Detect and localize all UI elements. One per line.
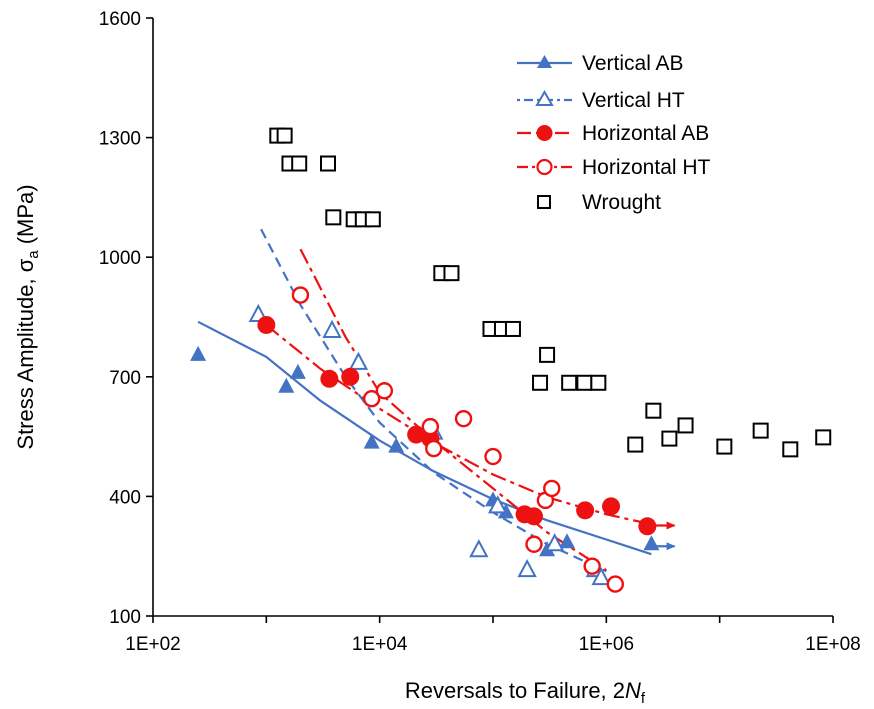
point-vertical-ht — [348, 351, 369, 370]
point-wrought — [539, 346, 556, 363]
point-horizontal-ab — [524, 507, 543, 526]
point-horizontal-ab — [407, 425, 426, 444]
point-horizontal-ht — [375, 382, 394, 400]
point-wrought — [532, 374, 549, 391]
point-vertical-ab — [643, 535, 660, 551]
point-horizontal-ht — [454, 409, 473, 428]
point-horizontal-ab — [341, 367, 360, 386]
y-tick-label: 100 — [109, 607, 141, 628]
point-vertical-ab — [190, 345, 207, 361]
point-wrought — [661, 430, 678, 447]
x-axis-title-italic: N — [625, 678, 641, 703]
legend-item-vertical-ab: Vertical AB — [517, 52, 684, 75]
point-horizontal-ht — [543, 479, 561, 498]
fit-line-horizontal-ht — [299, 248, 607, 572]
data-points — [190, 127, 832, 593]
point-horizontal-ht — [362, 390, 381, 408]
x-axis-title-main: Reversals to Failure, 2 — [405, 678, 625, 703]
point-wrought — [782, 441, 799, 458]
point-wrought — [590, 374, 607, 391]
point-vertical-ht — [591, 567, 611, 586]
x-tick-label: 1E+08 — [805, 634, 860, 655]
point-vertical-ab — [278, 377, 295, 393]
legend-label-vertical-ht: Vertical HT — [582, 89, 685, 112]
point-vertical-ab — [289, 363, 306, 379]
fit-line-vertical-ab — [197, 320, 652, 556]
legend-item-horizontal-ht: Horizontal HT — [517, 156, 711, 179]
point-wrought — [443, 265, 460, 282]
point-vertical-ht — [517, 559, 537, 578]
x-tick-label: 1E+06 — [579, 634, 634, 655]
y-axis-title-sub: a — [25, 250, 42, 259]
y-tick-label: 700 — [109, 368, 141, 389]
point-vertical-ab — [363, 433, 380, 449]
legend-marker-vertical-ht — [535, 89, 554, 106]
legend-marker-horizontal-ht — [536, 158, 553, 176]
point-horizontal-ht — [525, 535, 543, 553]
y-tick-label: 1600 — [99, 9, 141, 30]
legend-marker-vertical-ab — [537, 55, 552, 68]
legend-item-wrought: Wrought — [537, 191, 661, 214]
point-vertical-ht — [544, 533, 565, 552]
y-axis-title-unit: (MPa) — [13, 184, 38, 250]
legend-label-vertical-ab: Vertical AB — [582, 52, 684, 75]
point-wrought — [752, 422, 769, 439]
point-vertical-ht — [322, 319, 342, 338]
legend-item-vertical-ht: Vertical HT — [517, 89, 685, 112]
point-wrought — [276, 127, 293, 144]
legend-label-horizontal-ab: Horizontal AB — [582, 122, 709, 145]
point-wrought — [504, 320, 521, 337]
legend-label-horizontal-ht: Horizontal HT — [582, 156, 711, 179]
x-axis-title: Reversals to Failure, 2Nf — [405, 678, 646, 707]
y-tick-label: 1000 — [99, 248, 141, 269]
point-wrought — [815, 429, 832, 446]
point-wrought — [364, 211, 381, 228]
point-wrought — [627, 436, 644, 453]
point-horizontal-ht — [583, 557, 601, 575]
point-horizontal-ht — [606, 575, 625, 593]
legend-marker-horizontal-ab — [536, 125, 553, 141]
x-tick-label: 1E+02 — [125, 634, 180, 655]
point-horizontal-ab — [602, 497, 621, 516]
legend-item-horizontal-ab: Horizontal AB — [517, 122, 709, 145]
y-tick-label: 1300 — [99, 129, 141, 150]
point-horizontal-ab — [320, 369, 339, 388]
point-vertical-ht — [469, 539, 489, 558]
point-wrought — [319, 155, 336, 172]
legend-label-wrought: Wrought — [582, 191, 661, 214]
point-horizontal-ht — [425, 439, 443, 458]
y-axis-title-main: Stress Amplitude, σ — [13, 258, 38, 449]
point-vertical-ab — [388, 437, 405, 453]
point-vertical-ab — [559, 533, 576, 549]
point-wrought — [576, 374, 593, 391]
point-vertical-ht — [488, 495, 508, 514]
point-horizontal-ab — [257, 315, 276, 334]
point-wrought — [716, 438, 733, 455]
point-horizontal-ab — [638, 517, 657, 536]
point-wrought — [325, 209, 342, 226]
legend: Vertical AB Vertical HT Horizontal AB Ho… — [517, 52, 711, 214]
x-axis-title-sub: f — [641, 690, 646, 707]
point-horizontal-ht — [421, 417, 440, 436]
point-wrought — [645, 402, 662, 419]
x-tick-label: 1E+04 — [352, 634, 408, 655]
y-tick-label: 400 — [109, 487, 141, 508]
point-wrought — [291, 155, 308, 172]
point-wrought — [561, 374, 578, 391]
y-axis-title: Stress Amplitude, σa (MPa) — [13, 184, 42, 449]
point-wrought — [677, 417, 694, 434]
point-horizontal-ht — [484, 447, 502, 466]
legend-marker-wrought — [537, 195, 551, 209]
point-horizontal-ab — [576, 501, 595, 520]
axes: 100 400 700 1000 1300 1600 1E+02 1E+04 1E+06 1E+0… — [99, 9, 861, 655]
point-horizontal-ht — [291, 286, 310, 304]
